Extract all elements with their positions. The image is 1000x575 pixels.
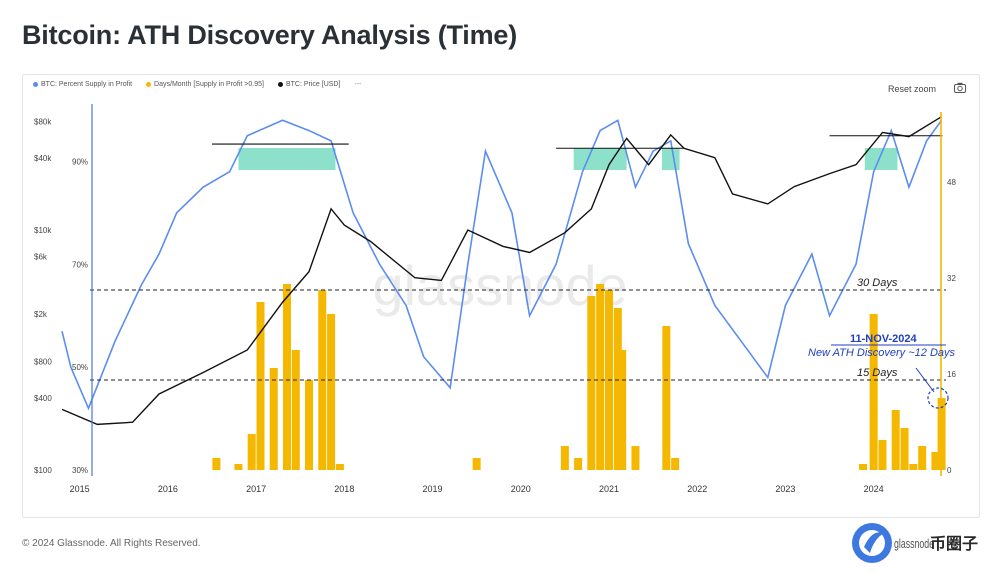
legend-label-days: Days/Month [Supply in Profit >0.95] <box>154 81 264 88</box>
days-bar <box>291 350 300 470</box>
days-bar <box>878 440 887 470</box>
y-tick-price: $80k <box>34 118 52 127</box>
ath-discovery-band <box>238 148 336 170</box>
days-bar <box>234 464 243 470</box>
days-bar <box>269 368 278 470</box>
legend-label-price: BTC: Price [USD] <box>285 81 341 88</box>
x-tick-label: 2018 <box>334 484 354 494</box>
annotation-date: 11-NOV-2024 <box>850 333 918 345</box>
ath-discovery-band <box>573 148 627 170</box>
x-tick-label: 2023 <box>775 484 795 494</box>
y-tick-days: 32 <box>947 274 956 283</box>
days-bar <box>596 284 605 470</box>
days-bar <box>859 464 868 470</box>
supply-in-profit-line <box>61 119 943 411</box>
annotation-highlight-circle <box>927 387 949 409</box>
days-bar <box>256 302 265 470</box>
x-tick-label: 2017 <box>246 484 266 494</box>
days-bar <box>900 428 909 470</box>
days-bar <box>918 446 927 470</box>
brand-logo: glassnode 币圈子 <box>852 523 978 563</box>
y-tick-price: $2k <box>34 310 48 319</box>
ath-discovery-band <box>864 148 898 170</box>
days-bar <box>335 464 344 470</box>
annotation-arrow <box>915 367 935 393</box>
legend-item-price[interactable]: BTC: Price [USD] <box>277 81 341 88</box>
brand-logo-text: 币圈子 <box>930 534 978 553</box>
annotation-note: New ATH Discovery ~12 Days <box>808 347 956 359</box>
watermark: glassnode <box>372 254 627 317</box>
x-tick-label: 2022 <box>687 484 707 494</box>
days-bar <box>574 458 583 470</box>
y-tick-price: $400 <box>34 394 52 403</box>
days-bar <box>891 410 900 470</box>
days-bar <box>327 314 336 470</box>
y-tick-percent: 30% <box>72 466 88 475</box>
y-tick-price: $10k <box>34 226 52 235</box>
legend-item-days[interactable]: Days/Month [Supply in Profit >0.95] <box>146 81 264 88</box>
brand-logo-partial-text: glassnode <box>894 536 934 551</box>
ath-discovery-band <box>661 148 680 170</box>
days-bar <box>282 284 291 470</box>
days-bar <box>618 350 627 470</box>
x-tick-label: 2020 <box>511 484 531 494</box>
days-bar <box>631 446 640 470</box>
chart-panel <box>22 74 980 518</box>
days-bar <box>613 308 622 470</box>
page-title: Bitcoin: ATH Discovery Analysis (Time) <box>22 20 518 50</box>
legend-dot-supply <box>33 82 38 87</box>
days-bar <box>662 326 671 470</box>
days-bar <box>931 452 940 470</box>
days-bar <box>869 314 878 470</box>
days-bar <box>247 434 256 470</box>
days-bar <box>472 458 481 470</box>
y-tick-days: 16 <box>947 370 956 379</box>
x-tick-label: 2021 <box>599 484 619 494</box>
x-tick-label: 2015 <box>70 484 90 494</box>
y-tick-price: $100 <box>34 466 52 475</box>
days-bar <box>671 458 680 470</box>
legend-dot-days <box>146 82 152 87</box>
days-bar <box>560 446 569 470</box>
y-tick-percent: 70% <box>72 260 88 269</box>
x-tick-label: 2024 <box>864 484 884 494</box>
threshold-label-30: 30 Days <box>857 277 898 289</box>
y-tick-price: $40k <box>34 154 52 163</box>
x-tick-label: 2016 <box>158 484 178 494</box>
y-tick-price: $6k <box>34 253 48 262</box>
y-tick-percent: 90% <box>72 157 88 166</box>
days-bar <box>305 380 314 470</box>
x-tick-label: 2019 <box>423 484 443 494</box>
chart-legend: BTC: Percent Supply in Profit Days/Month… <box>33 81 361 88</box>
copyright-text: © 2024 Glassnode. All Rights Reserved. <box>22 538 201 549</box>
y-tick-percent: 50% <box>72 363 88 372</box>
days-bar <box>212 458 221 470</box>
y-tick-price: $800 <box>34 358 52 367</box>
y-tick-days: 0 <box>947 466 952 475</box>
legend-dot-price <box>277 82 283 87</box>
reset-zoom-button[interactable]: Reset zoom <box>888 84 937 94</box>
camera-icon[interactable] <box>954 82 966 93</box>
legend-label-supply: BTC: Percent Supply in Profit <box>41 81 133 88</box>
price-line <box>61 116 942 426</box>
days-bar <box>587 296 596 470</box>
y-tick-days: 48 <box>947 178 956 187</box>
days-bar <box>909 464 918 470</box>
legend-more[interactable]: --- <box>354 81 362 88</box>
legend-item-supply[interactable]: BTC: Percent Supply in Profit <box>33 81 132 88</box>
threshold-label-15: 15 Days <box>857 367 898 379</box>
